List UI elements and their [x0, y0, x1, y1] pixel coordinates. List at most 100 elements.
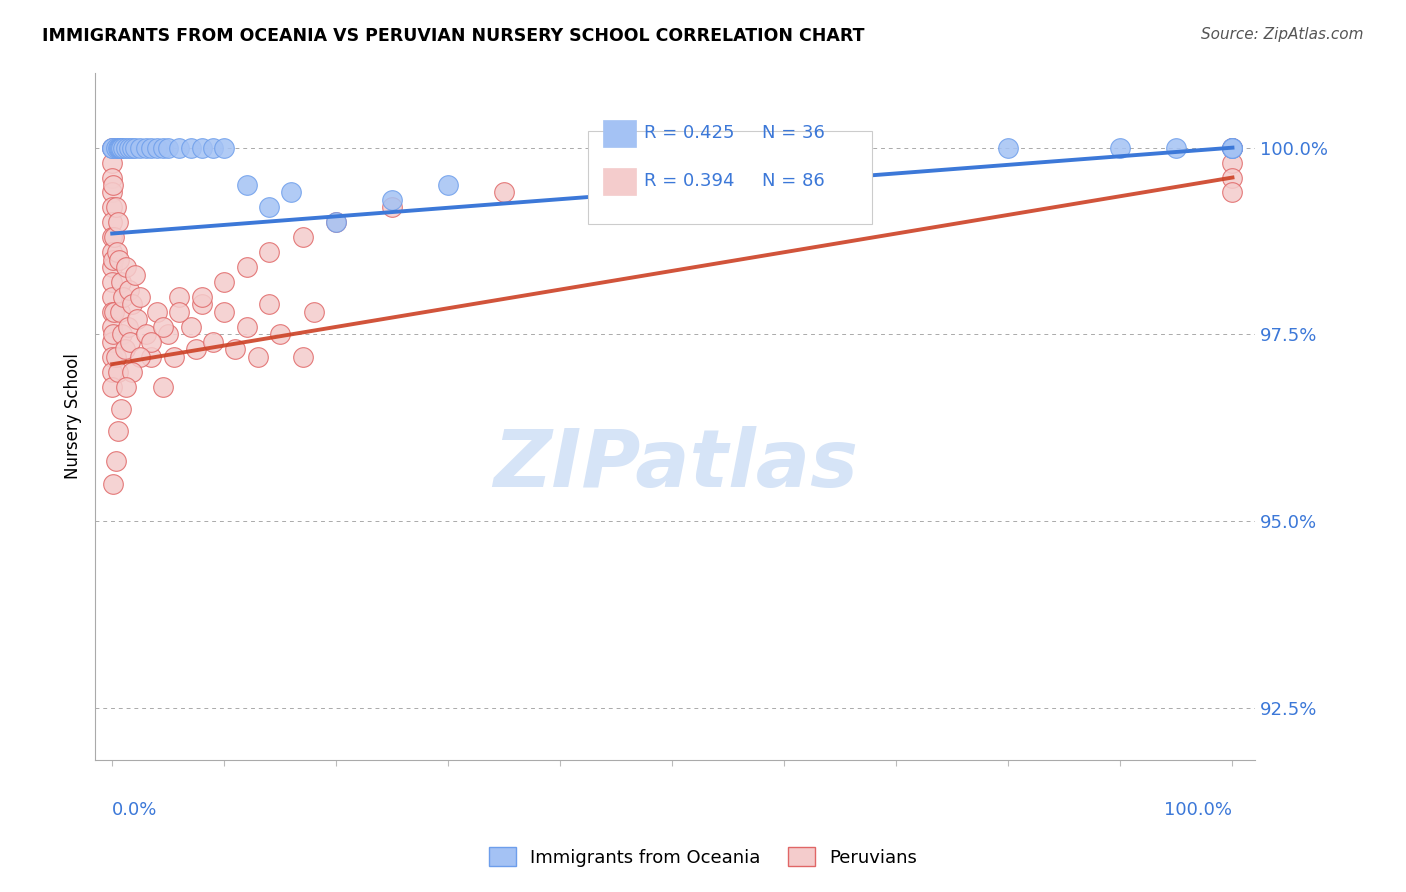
- Point: [202, 334, 225, 349]
- Point: [103, 327, 125, 342]
- Point: [212, 305, 235, 319]
- Point: [269, 327, 291, 342]
- Point: [135, 327, 157, 342]
- Point: [107, 215, 129, 229]
- Point: [129, 350, 152, 364]
- Text: N = 36: N = 36: [762, 125, 825, 143]
- Point: [325, 215, 347, 229]
- Point: [117, 319, 139, 334]
- Point: [1222, 141, 1244, 155]
- Point: [101, 245, 124, 260]
- Point: [1109, 141, 1132, 155]
- Point: [101, 379, 124, 393]
- Point: [114, 379, 136, 393]
- Point: [235, 319, 257, 334]
- Point: [129, 141, 152, 155]
- Point: [437, 178, 460, 192]
- Point: [101, 305, 124, 319]
- Text: R = 0.425: R = 0.425: [644, 125, 734, 143]
- Point: [101, 275, 124, 289]
- Point: [152, 379, 174, 393]
- Point: [224, 343, 246, 357]
- Point: [1222, 155, 1244, 169]
- Point: [1222, 141, 1244, 155]
- Point: [108, 252, 131, 267]
- Text: N = 86: N = 86: [762, 172, 825, 190]
- Point: [235, 260, 257, 274]
- Point: [212, 141, 235, 155]
- Point: [830, 141, 852, 155]
- Point: [280, 186, 302, 200]
- Point: [101, 365, 124, 379]
- Point: [212, 275, 235, 289]
- Point: [121, 297, 143, 311]
- Point: [157, 327, 180, 342]
- Point: [118, 141, 141, 155]
- Point: [101, 290, 124, 304]
- Point: [191, 297, 214, 311]
- Point: [103, 476, 125, 491]
- Point: [494, 186, 516, 200]
- Legend: Immigrants from Oceania, Peruvians: Immigrants from Oceania, Peruvians: [482, 840, 924, 874]
- Point: [110, 275, 132, 289]
- Point: [246, 350, 269, 364]
- Point: [257, 297, 280, 311]
- Point: [101, 200, 124, 214]
- Point: [1222, 170, 1244, 185]
- Point: [114, 260, 136, 274]
- Point: [105, 245, 128, 260]
- Point: [141, 350, 163, 364]
- FancyBboxPatch shape: [588, 131, 872, 224]
- Point: [169, 290, 191, 304]
- Point: [101, 170, 124, 185]
- Point: [112, 141, 135, 155]
- Point: [101, 230, 124, 244]
- Point: [114, 141, 136, 155]
- Point: [108, 141, 131, 155]
- Point: [104, 200, 127, 214]
- Point: [291, 350, 314, 364]
- Point: [104, 141, 127, 155]
- Point: [135, 141, 157, 155]
- Point: [325, 215, 347, 229]
- Point: [108, 141, 131, 155]
- Point: [101, 155, 124, 169]
- Point: [104, 454, 127, 468]
- Point: [121, 365, 143, 379]
- Point: [381, 200, 404, 214]
- Point: [125, 312, 148, 326]
- Point: [103, 230, 125, 244]
- Point: [997, 141, 1019, 155]
- Point: [169, 141, 191, 155]
- Bar: [603, 168, 636, 195]
- Point: [101, 319, 124, 334]
- Point: [717, 155, 740, 169]
- Point: [291, 230, 314, 244]
- Point: [124, 268, 146, 282]
- Point: [107, 425, 129, 439]
- Point: [101, 350, 124, 364]
- Point: [605, 170, 627, 185]
- Point: [110, 402, 132, 417]
- Point: [101, 141, 124, 155]
- Point: [257, 200, 280, 214]
- Point: [830, 141, 852, 155]
- Point: [101, 215, 124, 229]
- Point: [180, 141, 202, 155]
- Point: [101, 334, 124, 349]
- Point: [103, 178, 125, 192]
- Point: [1222, 141, 1244, 155]
- Point: [141, 141, 163, 155]
- Point: [302, 305, 325, 319]
- Point: [120, 334, 142, 349]
- Point: [1222, 186, 1244, 200]
- Text: 100.0%: 100.0%: [1164, 801, 1233, 819]
- Point: [141, 334, 163, 349]
- Y-axis label: Nursery School: Nursery School: [65, 353, 82, 479]
- Point: [111, 327, 134, 342]
- Point: [235, 178, 257, 192]
- Point: [1222, 141, 1244, 155]
- Point: [129, 290, 152, 304]
- Point: [104, 350, 127, 364]
- Point: [152, 319, 174, 334]
